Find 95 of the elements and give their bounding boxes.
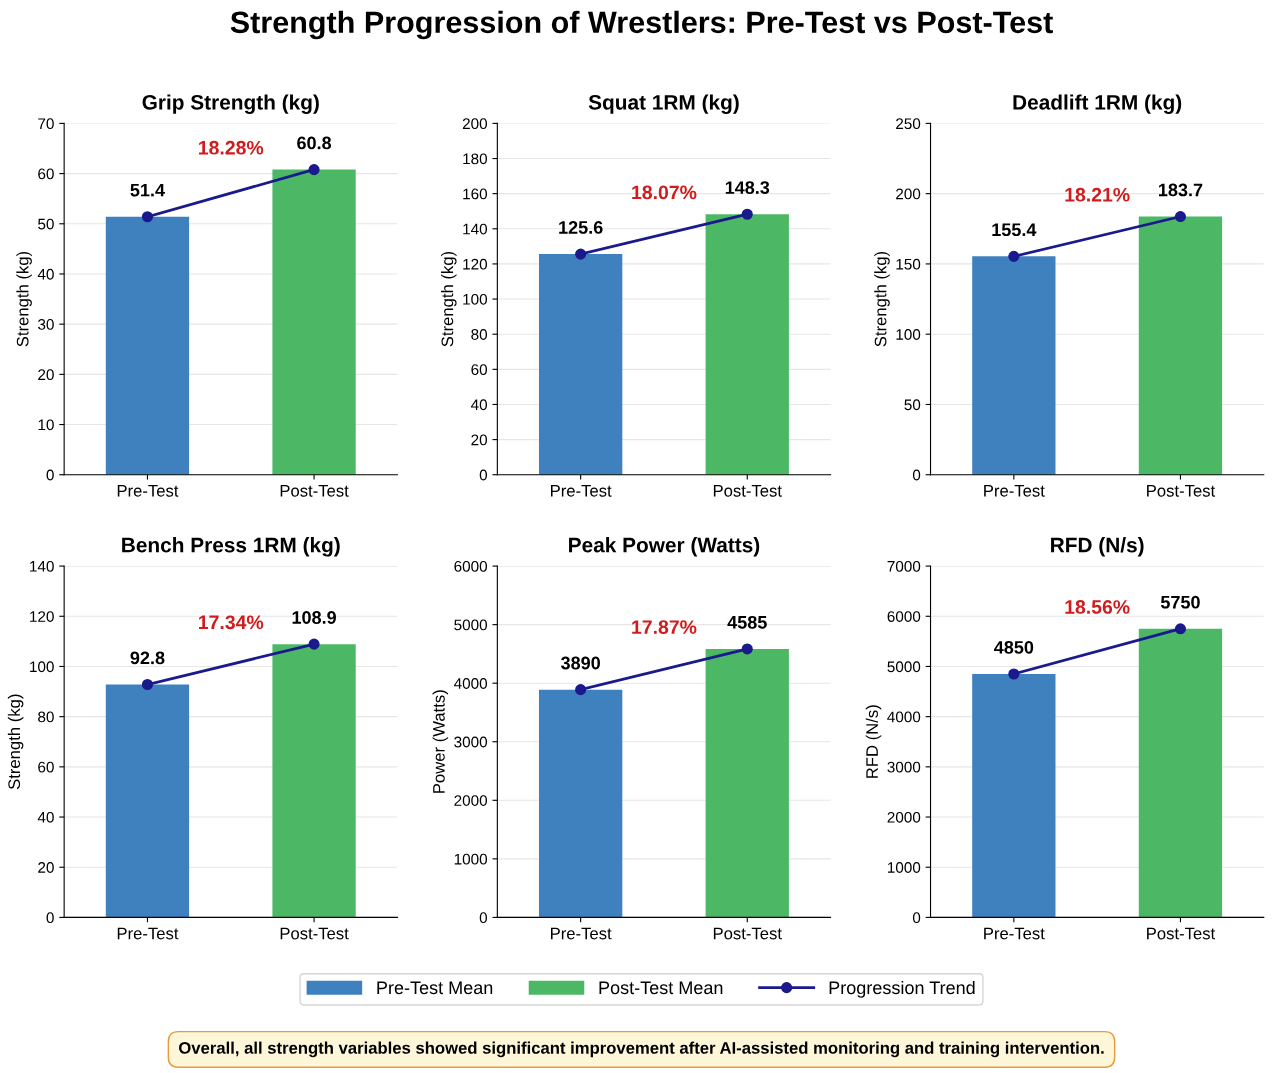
y-tick-label: 150 (896, 258, 921, 270)
y-tick-label: 70 (38, 118, 54, 130)
annotation: 18.56% (1065, 600, 1130, 614)
data-label: 51.4 (130, 183, 165, 197)
annotation: 18.21% (1065, 187, 1130, 202)
x-tick-label: Post-Test (713, 927, 782, 940)
y-tick-label: 0 (912, 912, 921, 924)
data-label: 4850 (994, 640, 1034, 654)
y-axis-title: Strength (kg) (441, 251, 457, 347)
x-tick-label: Pre-Test (117, 485, 179, 497)
y-tick-label: 6000 (454, 560, 488, 572)
data-label: 183.7 (1159, 183, 1203, 197)
data-label: 60.8 (297, 136, 332, 150)
chart-title: Squat 1RM (kg) (588, 94, 739, 114)
y-axis-title: RFD (N/s) (865, 705, 882, 778)
chart-title: RFD (N/s) (1051, 537, 1144, 557)
y-tick-label: 100 (896, 329, 921, 340)
annotation: 18.28% (199, 140, 264, 155)
x-tick-label: Post-Test (280, 485, 349, 497)
y-axis-title: Power (Watts) (432, 690, 449, 793)
data-label: 148.3 (725, 181, 770, 195)
y-tick-label: 200 (462, 118, 488, 130)
legend-label: Progression Trend (829, 980, 975, 998)
y-tick-label: 30 (38, 319, 54, 330)
data-label: 108.9 (292, 611, 336, 624)
x-tick-label: Pre-Test (117, 927, 179, 940)
chart-title: Grip Strength (kg) (142, 94, 319, 114)
y-tick-label: 5000 (454, 619, 488, 631)
data-label: 5750 (1160, 595, 1200, 609)
annotation: 18.07% (632, 185, 697, 200)
y-tick-label: 120 (463, 258, 488, 270)
y-tick-label: 100 (30, 661, 54, 673)
data-label: 155.4 (992, 223, 1037, 237)
data-label: 92.8 (130, 651, 165, 665)
annotation: 17.34% (199, 615, 264, 630)
y-axis-title: Strength (kg) (7, 694, 24, 790)
y-tick-label: 80 (38, 711, 54, 723)
x-tick-label: Post-Test (1147, 927, 1216, 940)
y-axis-title: Strength (kg) (874, 251, 890, 347)
chart-title: Peak Power (Watts) (569, 537, 760, 557)
data-label: 3890 (560, 656, 600, 670)
y-tick-label: 2000 (454, 795, 488, 806)
y-tick-label: 60 (38, 168, 54, 180)
y-tick-label: 0 (46, 912, 54, 924)
legend-label: Pre-Test Mean (377, 981, 493, 995)
y-tick-label: 4000 (887, 711, 921, 723)
y-tick-label: 60 (471, 364, 488, 376)
y-tick-label: 50 (38, 218, 54, 230)
y-axis-title: Strength (kg) (16, 251, 32, 347)
x-tick-label: Pre-Test (984, 927, 1045, 940)
y-tick-label: 7000 (887, 560, 921, 572)
x-tick-label: Post-Test (280, 927, 349, 940)
y-tick-label: 0 (479, 912, 488, 924)
y-tick-label: 40 (37, 268, 54, 280)
y-tick-label: 20 (38, 369, 54, 381)
annotation: 17.87% (632, 620, 697, 634)
y-tick-label: 140 (463, 223, 488, 235)
data-label: 4585 (727, 615, 767, 629)
x-tick-label: Pre-Test (550, 485, 612, 497)
x-tick-label: Pre-Test (550, 927, 612, 940)
y-tick-label: 100 (463, 293, 488, 305)
y-tick-label: 250 (896, 118, 921, 130)
y-tick-label: 6000 (887, 611, 921, 622)
y-tick-label: 20 (38, 862, 54, 873)
legend-label: Post-Test Mean (599, 981, 723, 995)
y-tick-label: 2000 (887, 811, 921, 823)
y-tick-label: 0 (912, 469, 921, 481)
y-tick-label: 140 (30, 560, 54, 572)
y-tick-label: 200 (896, 188, 921, 200)
y-tick-label: 0 (479, 469, 488, 481)
y-tick-label: 1000 (454, 853, 488, 865)
text: Strength Progression of Wrestlers: Pre-Test vs Post-Test (230, 10, 1053, 40)
y-tick-label: 160 (463, 188, 488, 200)
data-label: 125.6 (559, 221, 603, 234)
y-tick-label: 3000 (887, 761, 921, 773)
chart-title: Deadlift 1RM (kg) (1013, 94, 1182, 114)
y-tick-label: 40 (37, 811, 54, 823)
y-tick-label: 120 (30, 611, 54, 622)
y-tick-label: 3000 (454, 736, 488, 748)
y-tick-label: 0 (46, 469, 54, 481)
y-tick-label: 10 (38, 419, 54, 431)
y-tick-label: 180 (463, 153, 488, 165)
chart-title: Bench Press 1RM (kg) (122, 537, 340, 557)
y-tick-label: 4000 (453, 678, 488, 689)
x-tick-label: Post-Test (1147, 485, 1216, 497)
y-tick-label: 20 (471, 434, 488, 446)
y-tick-label: 1000 (887, 862, 921, 873)
y-tick-label: 50 (904, 399, 921, 411)
y-tick-label: 40 (470, 399, 488, 411)
y-tick-label: 5000 (887, 661, 921, 673)
text: Overall, all strength variables showed significant improvement after AI-assisted monitoring and training intervention. (179, 1041, 1104, 1058)
x-tick-label: Post-Test (713, 485, 782, 497)
y-tick-label: 60 (38, 761, 54, 773)
y-tick-label: 80 (471, 329, 488, 340)
x-tick-label: Pre-Test (984, 485, 1045, 497)
